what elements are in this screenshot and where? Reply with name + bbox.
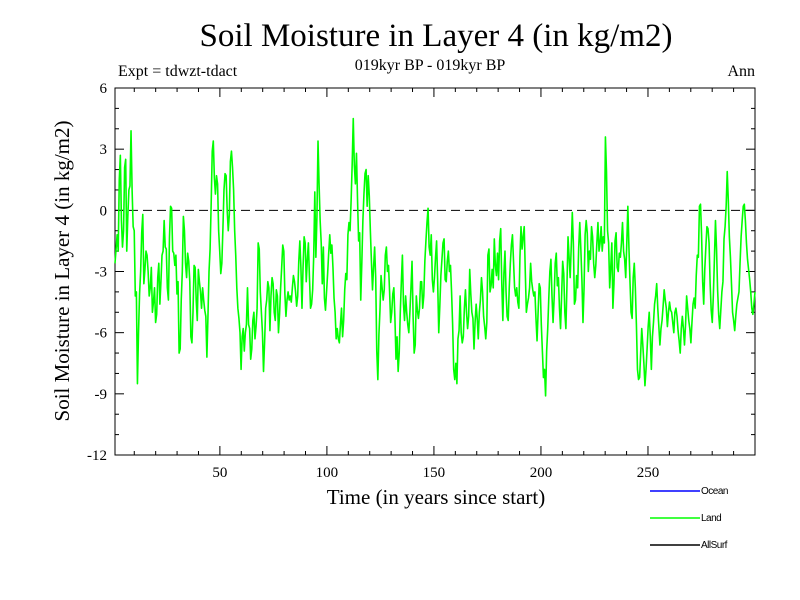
x-tick-label: 200 bbox=[530, 465, 553, 481]
x-tick-label: 150 bbox=[423, 465, 446, 481]
x-tick-label: 100 bbox=[316, 465, 339, 481]
y-tick-label: -12 bbox=[87, 448, 107, 464]
y-tick-label: -3 bbox=[95, 265, 108, 281]
x-axis-label: Time (in years since start) bbox=[327, 485, 546, 509]
season-label: Ann bbox=[727, 63, 755, 80]
chart-title: Soil Moisture in Layer 4 (in kg/m2) bbox=[200, 18, 673, 54]
x-tick-label: 50 bbox=[212, 465, 227, 481]
chart-subtitle: 019kyr BP - 019kyr BP bbox=[355, 57, 506, 74]
experiment-label: Expt = tdwzt-tdact bbox=[118, 63, 238, 80]
y-tick-label: -9 bbox=[95, 387, 108, 403]
legend-label-allsurf: AllSurf bbox=[701, 540, 728, 551]
legend: Ocean Land AllSurf bbox=[650, 486, 728, 551]
tick-labels: -12 -9 -6 -3 0 3 6 50 100 150 200 250 bbox=[87, 81, 659, 481]
y-tick-label: 0 bbox=[100, 203, 108, 219]
legend-label-land: Land bbox=[701, 513, 721, 524]
y-tick-label: 3 bbox=[100, 142, 108, 158]
y-tick-label: -6 bbox=[95, 326, 108, 342]
series-line-land bbox=[114, 117, 756, 397]
legend-label-ocean: Ocean bbox=[701, 486, 728, 497]
x-tick-label: 250 bbox=[637, 465, 660, 481]
y-tick-label: 6 bbox=[100, 81, 108, 97]
y-axis-label: Soil Moisture in Layer 4 (in kg/m2) bbox=[50, 121, 74, 422]
